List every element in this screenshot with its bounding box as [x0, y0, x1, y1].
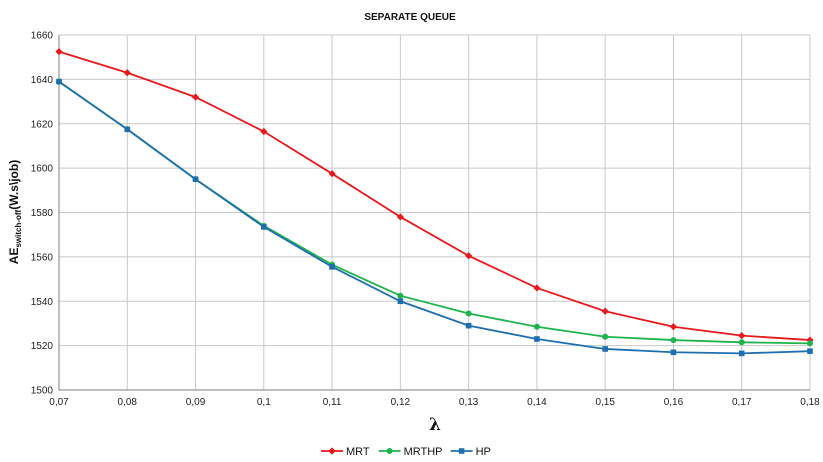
y-tick-label: 1580	[31, 208, 54, 219]
x-tick-label: 0,09	[186, 397, 206, 408]
y-tick-labels: 1500 1520 1540 1560 1580 1600 1620 1640 1660	[31, 31, 54, 397]
y-axis-label-suffix: (W.s\job)	[7, 160, 21, 210]
legend-label: MRT	[346, 446, 370, 458]
data-point-square	[738, 350, 745, 357]
x-tick-label: 0,18	[800, 397, 820, 408]
data-point-circle	[602, 333, 609, 340]
data-point-square	[56, 78, 62, 85]
y-tick-label: 1620	[31, 119, 54, 130]
series-mrt	[55, 48, 814, 344]
x-tick-label: 0,08	[118, 397, 138, 408]
data-point-circle	[465, 310, 472, 317]
x-tick-label: 0,13	[459, 397, 479, 408]
legend-item-mrthp: MRTHP	[378, 446, 443, 458]
data-point-diamond	[601, 307, 609, 315]
x-tick-label: 0,1	[257, 397, 271, 408]
data-point-circle	[533, 323, 540, 330]
data-point-square	[465, 322, 472, 329]
data-point-circle	[397, 292, 404, 299]
series-hp	[56, 78, 813, 357]
data-point-diamond	[669, 323, 678, 331]
y-tick-label: 1520	[31, 341, 54, 352]
x-tick-label: 0,07	[49, 397, 69, 408]
legend: MRT MRTHP HP	[321, 446, 491, 458]
y-axis-label-subscript: switch-off	[14, 209, 23, 247]
data-point-diamond	[533, 284, 541, 292]
x-tick-label: 0,17	[732, 397, 752, 408]
y-tick-label: 1640	[31, 75, 54, 86]
y-tick-label: 1660	[31, 31, 54, 42]
data-point-circle	[807, 340, 813, 347]
data-point-square	[397, 298, 404, 305]
data-point-square	[192, 176, 199, 183]
data-point-square	[261, 224, 267, 230]
series-layer	[55, 48, 814, 357]
chart-title: SEPARATE QUEUE	[364, 12, 456, 23]
data-point-square	[458, 448, 465, 454]
legend-label: HP	[476, 446, 491, 458]
data-point-square	[329, 264, 335, 270]
data-point-square	[807, 348, 813, 354]
y-tick-label: 1540	[31, 297, 54, 308]
x-tick-label: 0,14	[527, 397, 547, 408]
y-tick-label: 1600	[31, 164, 54, 175]
data-point-diamond	[191, 93, 200, 101]
y-tick-label: 1500	[31, 386, 54, 397]
data-point-square	[534, 336, 540, 342]
legend-item-hp: HP	[450, 446, 491, 458]
series-line	[58, 50, 811, 341]
data-point-square	[670, 349, 677, 356]
x-tick-labels: 0,07 0,08 0,09 0,1 0,11 0,12 0,13 0,14 0,15 0,16 0…	[49, 397, 820, 408]
data-point-diamond	[123, 69, 131, 77]
y-axis-label: AEswitch-off(W.s\job)	[7, 160, 23, 264]
y-tick-label: 1560	[31, 252, 54, 263]
data-point-circle	[670, 337, 677, 344]
data-point-circle	[738, 339, 745, 346]
data-point-diamond	[260, 127, 268, 136]
data-point-diamond	[328, 447, 336, 455]
x-tick-label: 0,12	[391, 397, 411, 408]
series-line	[58, 80, 811, 355]
data-point-diamond	[328, 170, 336, 178]
y-axis-label-prefix: AE	[7, 248, 21, 265]
data-point-diamond	[738, 332, 746, 340]
x-tick-label: 0,11	[323, 397, 342, 408]
data-point-diamond	[465, 252, 473, 260]
data-point-circle	[386, 448, 393, 454]
x-axis-label: λ	[429, 415, 441, 435]
x-tick-label: 0,15	[595, 397, 615, 408]
data-point-diamond	[396, 213, 404, 221]
data-point-diamond	[55, 48, 63, 56]
legend-item-mrt: MRT	[321, 446, 370, 458]
x-tick-label: 0,16	[664, 397, 684, 408]
data-point-square	[602, 346, 608, 352]
data-point-square	[124, 126, 131, 133]
legend-label: MRTHP	[404, 446, 443, 458]
